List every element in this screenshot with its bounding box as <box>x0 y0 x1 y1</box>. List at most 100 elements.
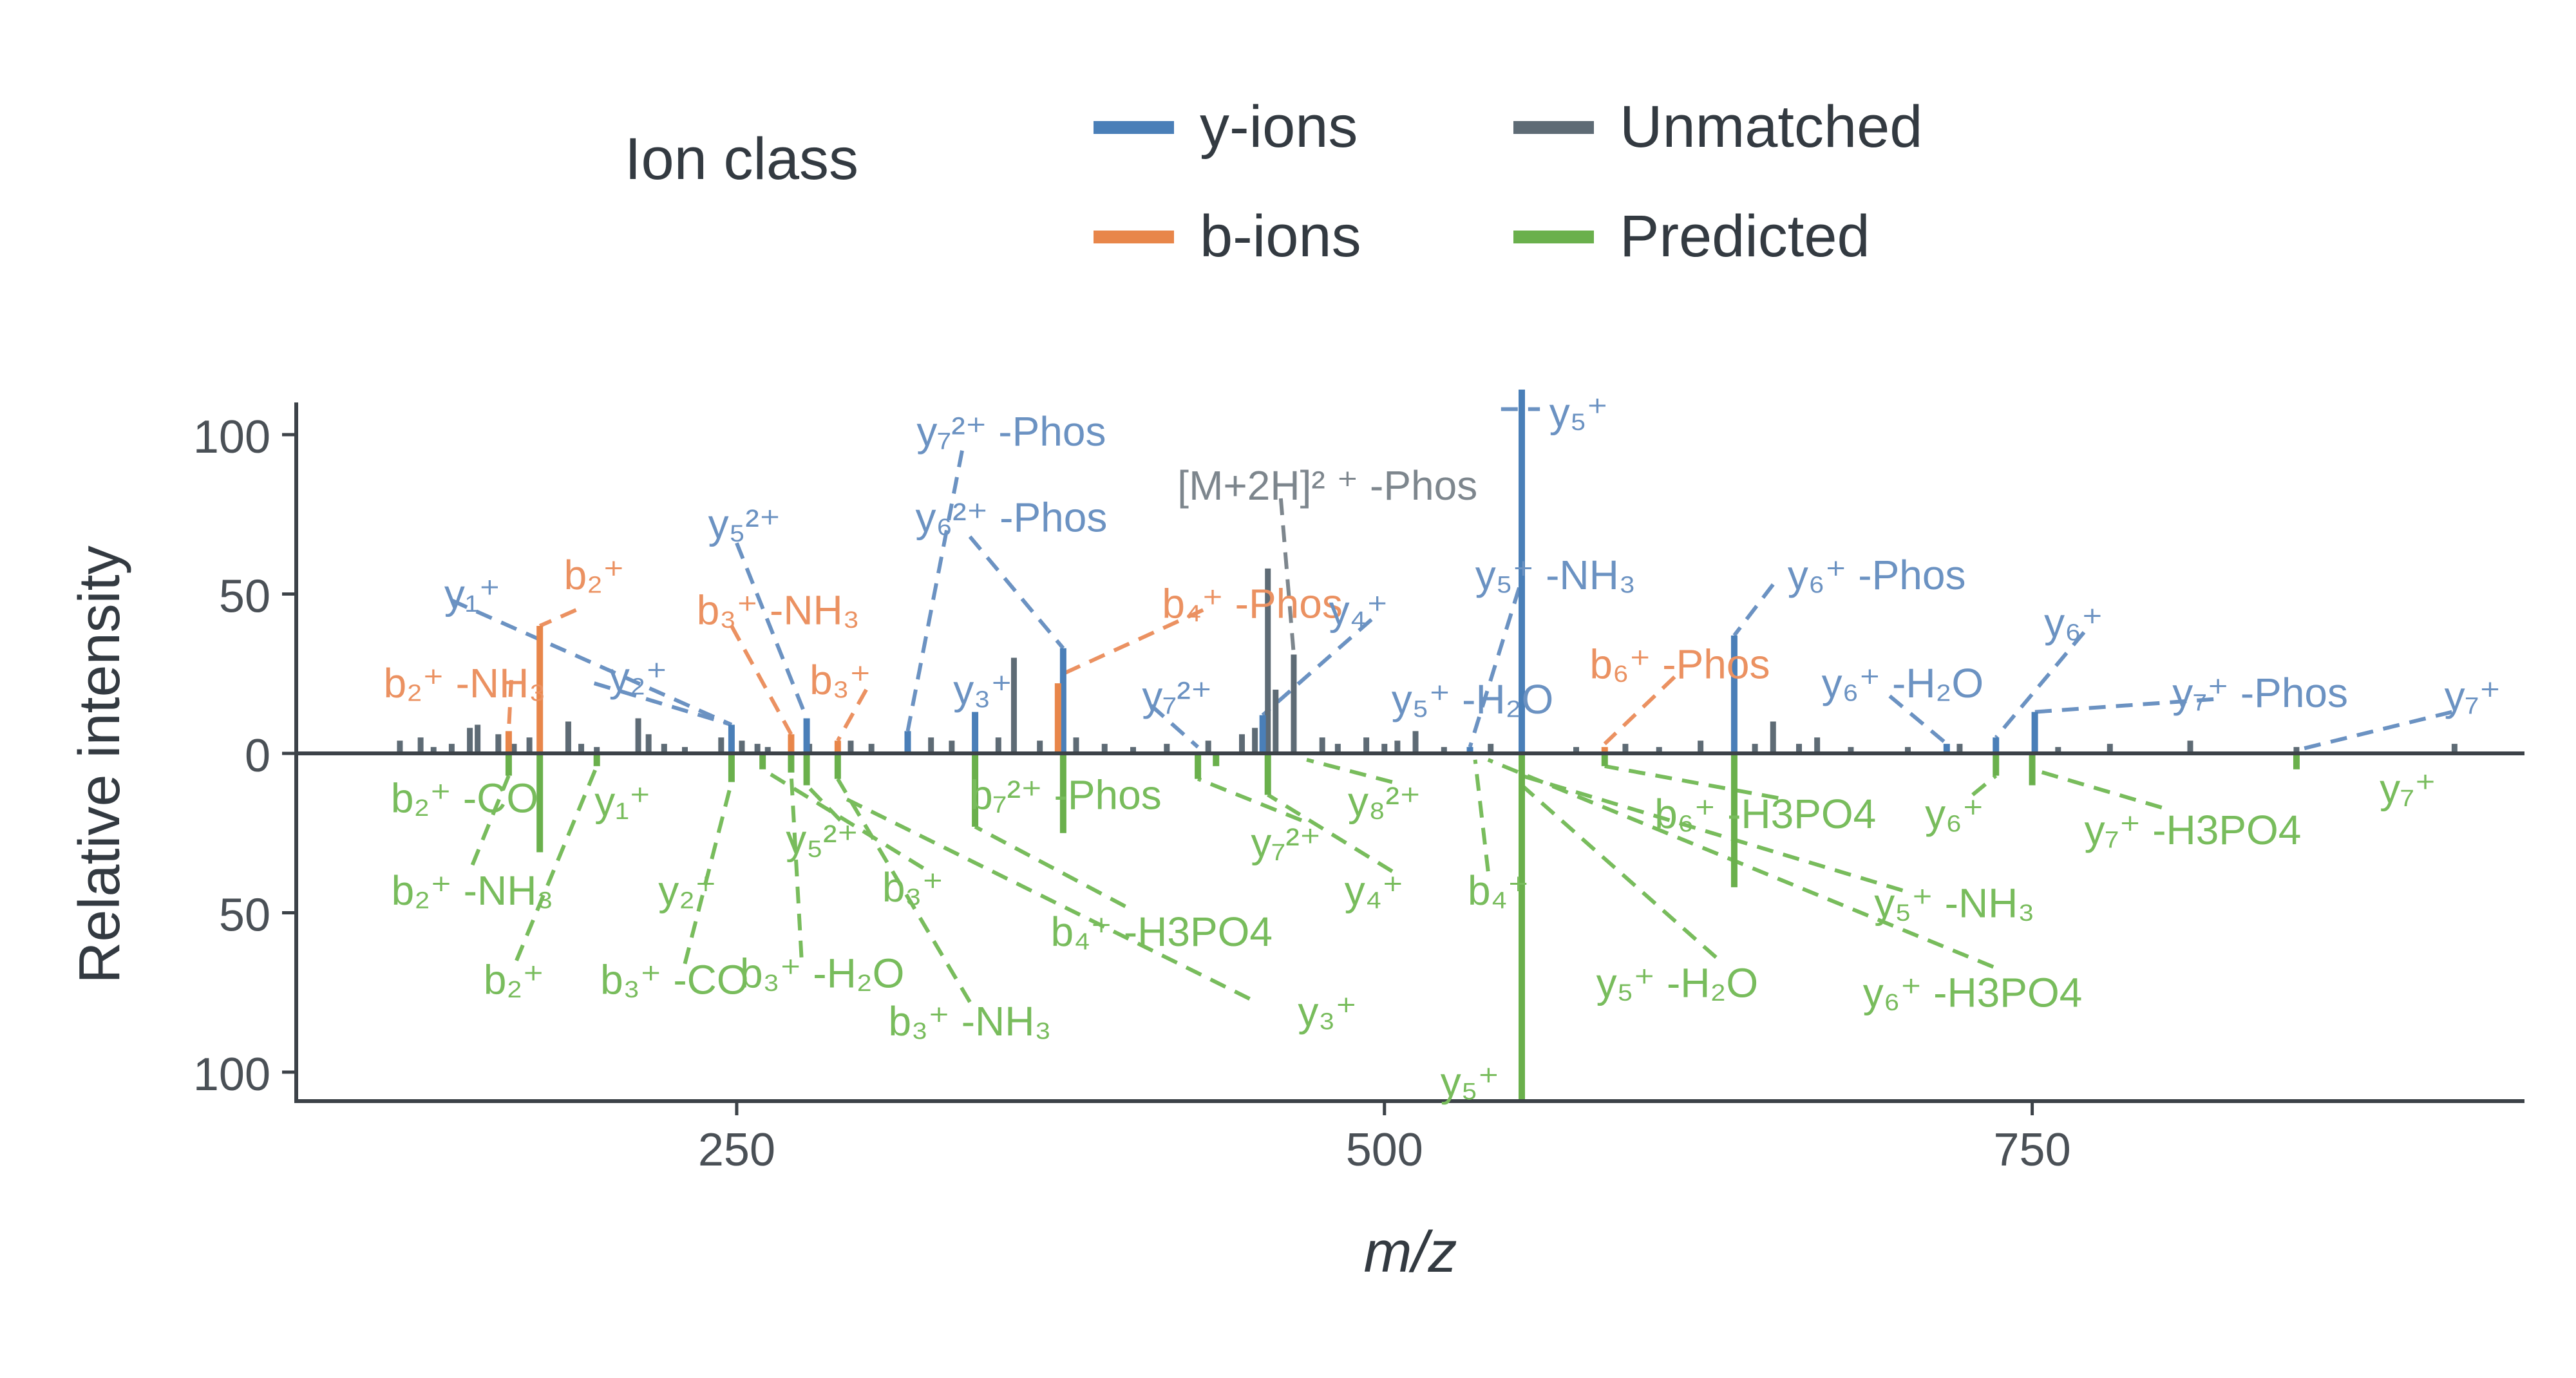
leader-line <box>1888 694 1948 746</box>
leader-line <box>761 768 925 870</box>
leader-line <box>506 679 513 731</box>
b-ion-label: b₂⁺ <box>564 552 625 598</box>
predicted-label: y₅²⁺ <box>786 816 858 863</box>
leader-line <box>2034 697 2214 714</box>
x-tick-label: 250 <box>698 1124 775 1176</box>
leader-line <box>836 688 868 742</box>
y-ion-label: y₅⁺ <box>1549 389 1609 435</box>
y-ion-label: y₇⁺ -Phos <box>2172 670 2348 716</box>
leader-line <box>1521 773 1904 892</box>
legend-label-unmatched: Unmatched <box>1620 94 1923 160</box>
leader-line <box>905 450 964 731</box>
leader-line <box>805 784 842 822</box>
predicted-label: b₃⁺ -H₂O <box>740 950 904 997</box>
leader-line <box>1306 757 1393 784</box>
leader-line <box>1150 704 1200 749</box>
predicted-label: y₇²⁺ <box>1251 820 1321 866</box>
legend-label-predicted: Predicted <box>1620 203 1870 269</box>
legend-label-b-ions: b-ions <box>1200 203 1361 269</box>
leader-line <box>1732 583 1775 637</box>
legend-swatch-b-ions <box>1094 230 1174 243</box>
y-axis-title: Relative intensity <box>68 545 132 983</box>
leader-line <box>515 765 599 961</box>
predicted-label: b₄⁺ -H3PO4 <box>1051 909 1273 955</box>
predicted-label: y₆⁺ -H3PO4 <box>1863 969 2083 1015</box>
legend-item-predicted: Predicted <box>1513 203 1870 270</box>
predicted-label: y₅⁺ -H₂O <box>1596 959 1759 1006</box>
y-ion-label: y₆⁺ -Phos <box>1788 552 1966 598</box>
predicted-label: y₂⁺ <box>658 867 717 914</box>
legend-item-unmatched: Unmatched <box>1513 93 1922 161</box>
leader-line <box>836 778 972 1003</box>
predicted-label: b₂⁺ <box>484 956 544 1003</box>
predicted-label: y₁⁺ <box>594 778 650 824</box>
y-ion-label: y₅⁺ -H₂O <box>1392 676 1554 722</box>
leader-line <box>1278 498 1296 655</box>
y-ion-label: y₁⁺ <box>444 571 500 618</box>
predicted-label: y₃⁺ <box>1298 988 1357 1035</box>
predicted-label: b₄⁺ <box>1468 867 1530 914</box>
b-ion-label: b₃⁺ <box>810 657 871 703</box>
y-ion-label: y₇⁺ <box>2445 673 2501 719</box>
x-tick-label: 500 <box>1346 1124 1423 1176</box>
predicted-label: b₇²⁺ -Phos <box>970 771 1162 818</box>
b-ion-label: b₂⁺ -NH₃ <box>384 660 546 706</box>
leader-line <box>1261 618 1373 717</box>
y-tick-label: 0 <box>245 730 270 782</box>
leader-line <box>735 542 809 719</box>
y-ion-label: y₆²⁺ -Phos <box>915 495 1107 541</box>
b-ion-label: b₄⁺ -Phos <box>1162 580 1342 627</box>
leader-line <box>1487 758 1994 969</box>
predicted-label: y₅⁺ -NH₃ <box>1874 880 2034 927</box>
predicted-label: y₄⁺ <box>1345 867 1404 914</box>
predicted-label: b₃⁺ -NH₃ <box>889 998 1052 1044</box>
y-ion-label: y₆⁺ <box>2044 599 2103 646</box>
leader-line <box>789 772 804 958</box>
y-ion-label: y₅⁺ -NH₃ <box>1475 552 1636 598</box>
leader-line <box>470 775 511 866</box>
y-tick-label: 50 <box>219 890 270 941</box>
legend-item-y-ions: y-ions <box>1094 93 1358 161</box>
leader-line <box>837 793 1251 1001</box>
predicted-label: b₃⁺ <box>882 864 943 911</box>
leader-line <box>1267 793 1394 873</box>
y-tick-label: 100 <box>193 1049 270 1100</box>
leader-line <box>1604 764 1779 800</box>
legend-label-y-ions: y-ions <box>1200 94 1358 160</box>
leader-line <box>1197 777 1303 822</box>
y-tick-label: 100 <box>193 411 270 463</box>
leader-line <box>683 781 734 965</box>
leader-line <box>730 625 793 735</box>
leader-line <box>538 608 577 628</box>
legend-item-b-ions: b-ions <box>1094 203 1361 270</box>
predicted-label: y₇⁺ <box>2380 765 2436 811</box>
predicted-label: y₈²⁺ <box>1348 778 1421 824</box>
leader-line <box>1520 784 1718 959</box>
y-ion-label: y₂⁺ <box>609 654 668 700</box>
leader-line <box>2031 767 2163 810</box>
legend-swatch-predicted <box>1513 230 1594 243</box>
leader-line <box>2296 710 2453 752</box>
y-ion-label: y₄⁺ <box>1329 587 1388 633</box>
b-ion-label: b₆⁺ -Phos <box>1589 641 1770 687</box>
leader-line <box>1971 774 1998 797</box>
y-ion-label: y₃⁺ <box>953 666 1012 713</box>
b-ion-label: b₃⁺ -NH₃ <box>697 587 860 633</box>
predicted-label: b₃⁺ -CO <box>600 956 749 1003</box>
legend-title: Ion class <box>625 126 859 192</box>
predicted-label: y₅⁺ <box>1441 1059 1500 1105</box>
y-ion-label: y₆⁺ -H₂O <box>1822 660 1984 706</box>
predicted-label: y₆⁺ <box>1925 791 1984 837</box>
predicted-label: y₇⁺ -H3PO4 <box>2085 807 2302 853</box>
leader-line <box>451 598 733 727</box>
legend-swatch-y-ions <box>1094 120 1174 134</box>
leader-line <box>1603 675 1676 746</box>
legend-swatch-unmatched <box>1513 120 1594 134</box>
x-tick-label: 750 <box>1994 1124 2071 1176</box>
leader-line <box>1994 630 2086 739</box>
y-tick-label: 50 <box>219 571 270 623</box>
leader-line <box>974 825 1126 909</box>
leader-line <box>1468 587 1521 748</box>
